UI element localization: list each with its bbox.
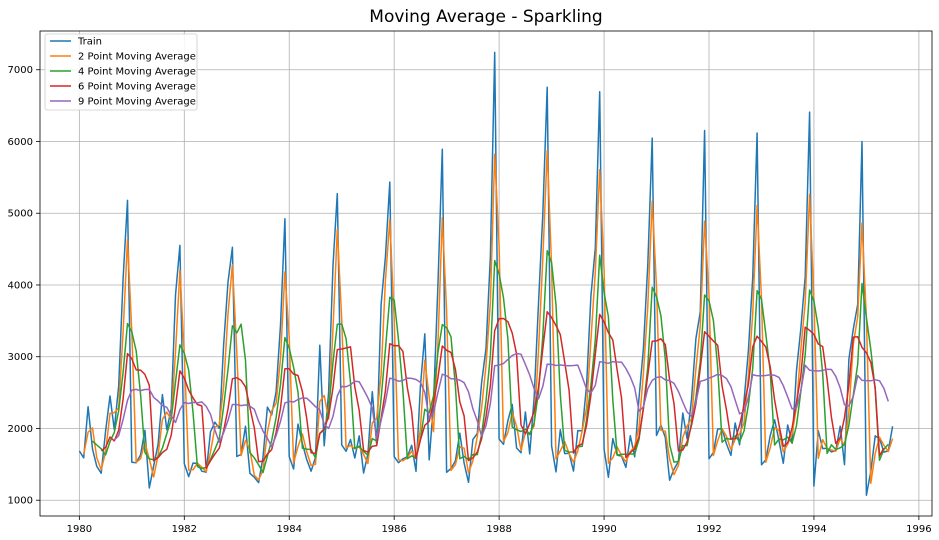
y-tick-label: 2000 bbox=[8, 424, 33, 435]
legend-label: Train bbox=[77, 37, 102, 48]
legend-label: 9 Point Moving Average bbox=[78, 97, 196, 108]
x-tick-label: 1986 bbox=[381, 524, 406, 535]
y-tick-label: 3000 bbox=[8, 352, 33, 363]
x-tick-label: 1988 bbox=[486, 524, 511, 535]
y-tick-label: 7000 bbox=[8, 65, 33, 76]
y-tick-label: 1000 bbox=[8, 496, 33, 507]
series-line-4 bbox=[100, 310, 885, 470]
x-tick-label: 1992 bbox=[696, 524, 721, 535]
legend-label: 2 Point Moving Average bbox=[78, 52, 196, 63]
chart-title: Moving Average - Sparkling bbox=[369, 7, 602, 27]
series-line-2 bbox=[82, 149, 894, 485]
x-axis: 1980 1982 1984 1986 1988 1990 1992 1994 1996 bbox=[67, 516, 932, 535]
series-lines bbox=[78, 51, 894, 496]
y-axis: 1000 2000 3000 4000 5000 6000 7000 bbox=[8, 65, 40, 507]
legend-box bbox=[44, 33, 198, 111]
grid bbox=[40, 31, 932, 516]
plot-frame bbox=[39, 30, 933, 517]
y-tick-label: 4000 bbox=[8, 280, 33, 291]
x-tick-label: 1996 bbox=[906, 524, 931, 535]
series-line-5 bbox=[113, 352, 890, 448]
series-line-3 bbox=[92, 250, 889, 474]
legend-label: 6 Point Moving Average bbox=[78, 82, 196, 93]
legend: Train 2 Point Moving Average 4 Point Movin… bbox=[44, 33, 198, 111]
x-tick-label: 1994 bbox=[801, 524, 826, 535]
y-tick-label: 5000 bbox=[8, 209, 33, 220]
x-tick-label: 1984 bbox=[277, 524, 302, 535]
x-tick-label: 1982 bbox=[172, 524, 197, 535]
legend-label: 4 Point Moving Average bbox=[78, 67, 196, 78]
x-tick-label: 1980 bbox=[67, 524, 92, 535]
y-tick-label: 6000 bbox=[8, 137, 33, 148]
series-line-1 bbox=[78, 51, 894, 496]
x-tick-label: 1990 bbox=[591, 524, 616, 535]
